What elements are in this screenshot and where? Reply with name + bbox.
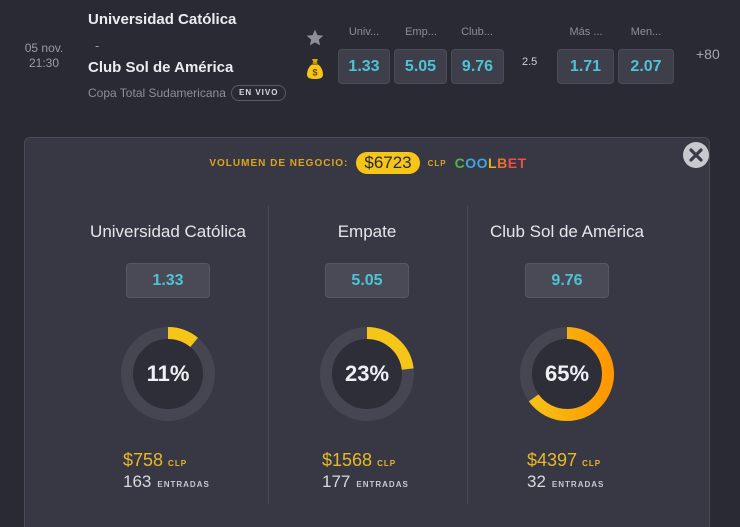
entries-label: ENTRADAS: [356, 480, 409, 489]
entries-value: 163: [123, 472, 152, 491]
match-datetime: 05 nov. 21:30: [20, 41, 68, 71]
stake-value: $1568: [322, 450, 373, 470]
entries-label: ENTRADAS: [157, 480, 210, 489]
outcome-odd-button[interactable]: 5.05: [325, 263, 409, 298]
outcome-odd-button[interactable]: 9.76: [525, 263, 609, 298]
entries-count: 163 ENTRADAS: [123, 472, 210, 492]
outcome-title: Empate: [337, 222, 397, 241]
close-button[interactable]: [683, 142, 709, 168]
brand-logo: COOLBET: [454, 155, 527, 171]
more-markets-link[interactable]: +80: [696, 46, 720, 62]
stake-value: $4397: [527, 450, 578, 470]
percentage-donut: [520, 327, 614, 421]
volume-summary: VOLUMEN DE NEGOCIO: $6723 CLP COOLBET: [25, 152, 711, 174]
odd-button-home[interactable]: 1.33: [338, 49, 390, 84]
entries-value: 32: [527, 472, 546, 491]
stake-value: $758: [123, 450, 164, 470]
market-label-over: Más ...: [569, 26, 603, 38]
volume-currency: CLP: [427, 158, 447, 168]
match-date: 05 nov.: [24, 41, 64, 55]
stake-currency: CLP: [168, 459, 188, 468]
percentage-value: 65%: [544, 361, 590, 386]
volume-label: VOLUMEN DE NEGOCIO:: [209, 157, 349, 169]
outcome-title: Club Sol de América: [489, 222, 645, 241]
market-label-away: Club...: [461, 26, 493, 38]
odd-button-under[interactable]: 2.07: [618, 49, 674, 84]
match-time: 21:30: [28, 56, 60, 70]
stake-amount: $4397 CLP: [527, 450, 601, 471]
market-label-home: Univ...: [348, 26, 380, 38]
betting-volume-panel: VOLUMEN DE NEGOCIO: $6723 CLP COOLBET Un…: [24, 137, 710, 527]
percentage-value: 23%: [344, 361, 390, 386]
entries-count: 177 ENTRADAS: [322, 472, 409, 492]
market-label-under: Men...: [630, 26, 662, 38]
stake-amount: $1568 CLP: [322, 450, 396, 471]
home-team-name[interactable]: Universidad Católica: [88, 11, 237, 28]
total-line-value: 2.5: [522, 56, 538, 68]
outcome-column-draw: Empate 5.05 23% $1568 CLP 177 ENTRADAS: [267, 206, 467, 504]
league-name[interactable]: Copa Total Sudamericana: [88, 86, 226, 100]
percentage-value: 11%: [146, 361, 190, 386]
svg-text:$: $: [312, 68, 317, 78]
live-badge: EN VIVO: [231, 85, 287, 101]
odd-button-away[interactable]: 9.76: [451, 49, 504, 84]
outcome-column-home: Universidad Católica 1.33 11% $758 CLP 1…: [68, 206, 268, 504]
entries-value: 177: [322, 472, 351, 491]
moneybag-icon[interactable]: $: [306, 58, 324, 80]
away-team-name[interactable]: Club Sol de América: [88, 59, 234, 76]
column-divider: [467, 206, 468, 504]
stake-currency: CLP: [377, 459, 397, 468]
entries-label: ENTRADAS: [551, 480, 605, 489]
stake-currency: CLP: [582, 459, 602, 468]
percentage-donut: [121, 327, 215, 421]
odd-button-draw[interactable]: 5.05: [394, 49, 447, 84]
odd-button-over[interactable]: 1.71: [557, 49, 614, 84]
match-row[interactable]: 05 nov. 21:30 Universidad Católica - Clu…: [0, 0, 740, 110]
volume-amount: $6723: [356, 152, 420, 174]
column-divider: [268, 206, 269, 504]
entries-count: 32 ENTRADAS: [527, 472, 604, 492]
percentage-donut: [320, 327, 414, 421]
outcome-odd-button[interactable]: 1.33: [126, 263, 210, 298]
market-label-draw: Emp...: [405, 26, 437, 38]
stake-amount: $758 CLP: [123, 450, 187, 471]
outcome-column-away: Club Sol de América 9.76 65% $4397 CLP 3…: [467, 206, 667, 504]
close-icon: [689, 148, 703, 162]
team-separator: -: [95, 38, 100, 53]
outcome-title: Universidad Católica: [90, 222, 246, 241]
star-icon[interactable]: [305, 28, 325, 48]
